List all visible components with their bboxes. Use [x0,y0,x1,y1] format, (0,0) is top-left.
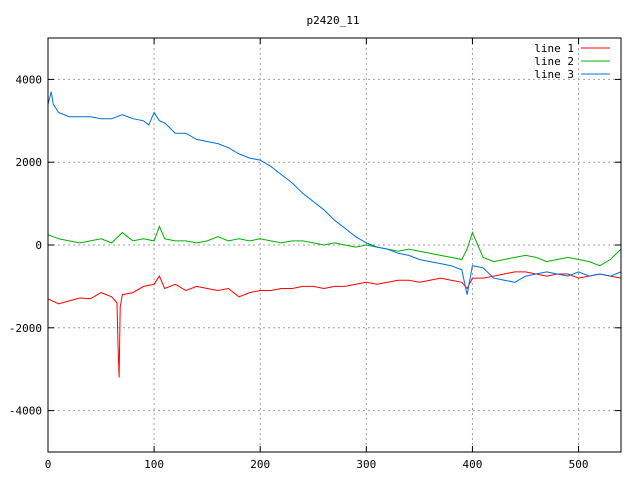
series-line-2 [47,225,622,267]
y-tick-labels: -4000 -2000 0 2000 4000 [9,73,42,417]
plot-frame [47,37,622,453]
x-tick-label: 200 [250,458,270,471]
grid-lines [47,38,621,452]
legend-label-2: line 2 [534,55,574,68]
x-tick-label: 100 [144,458,164,471]
series-line-3 [47,91,622,295]
x-tick-label: 300 [356,458,376,471]
y-tick-label: -2000 [9,322,42,335]
x-tick-label: 0 [45,458,52,471]
y-tick-label: -4000 [9,405,42,418]
y-tick-label: 4000 [16,73,43,86]
series-line-1 [47,271,622,378]
x-tick-label: 500 [569,458,589,471]
legend-label-1: line 1 [534,42,574,55]
x-tick-labels: 0 100 200 300 400 500 [45,458,589,471]
chart-title: p2420_11 [307,14,360,27]
legend-label-3: line 3 [534,68,574,81]
x-tick-label: 400 [463,458,483,471]
y-tick-label: 0 [35,239,42,252]
series-lines [47,91,622,378]
y-tick-label: 2000 [16,156,43,169]
